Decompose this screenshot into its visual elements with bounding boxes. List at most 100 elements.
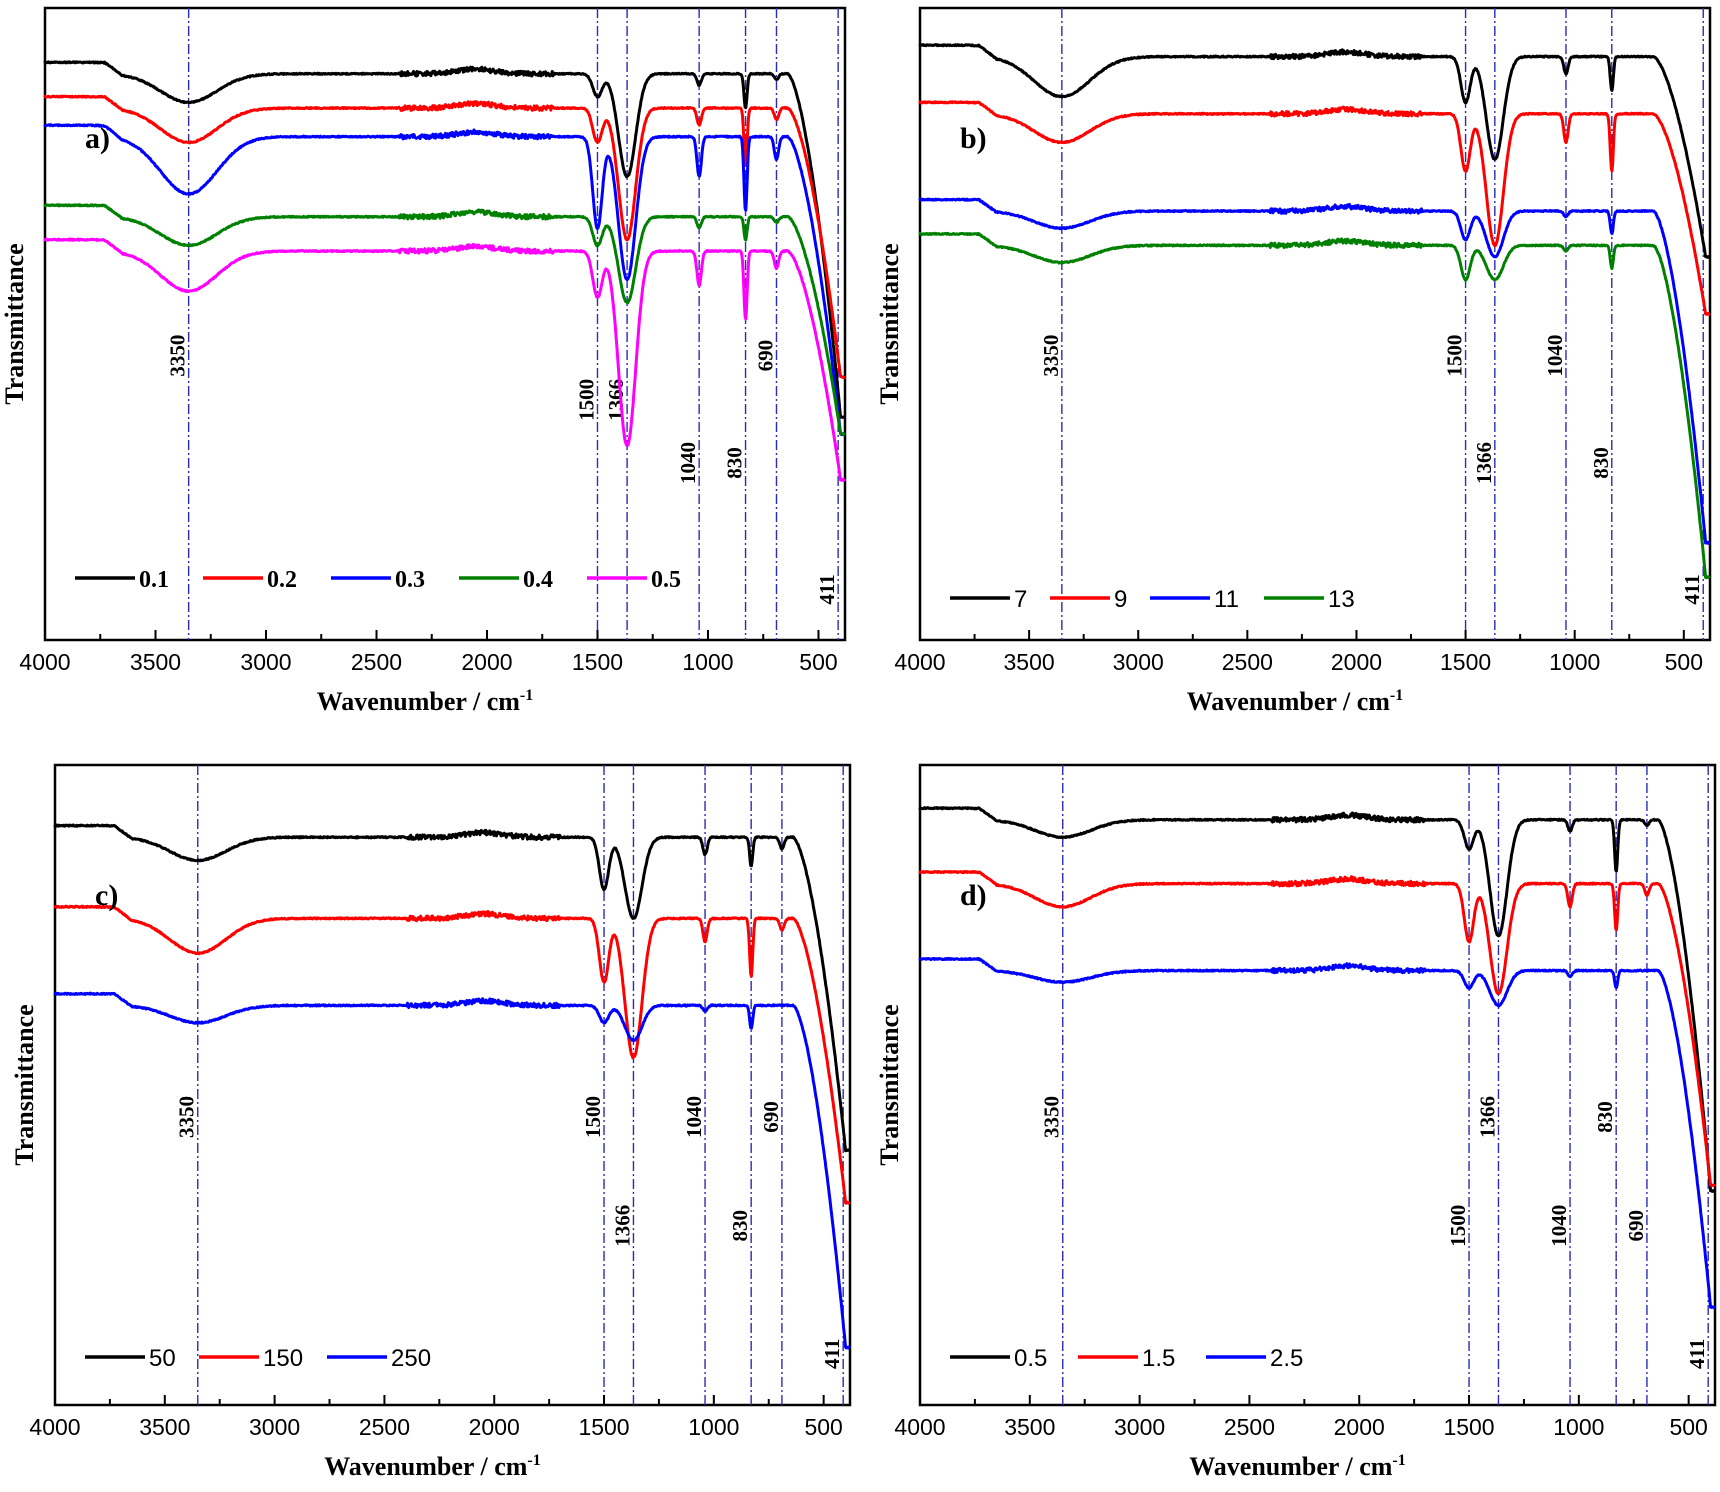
panel-label: a) xyxy=(85,122,110,155)
x-tick-label: 4000 xyxy=(19,649,70,675)
series-line-0.4 xyxy=(43,203,846,436)
x-axis-title-superscript: -1 xyxy=(1390,687,1403,704)
x-tick-label: 2500 xyxy=(359,1414,410,1440)
legend-label-50: 50 xyxy=(149,1345,176,1372)
x-tick-label: 2000 xyxy=(461,649,512,675)
x-tick-label: 4000 xyxy=(894,1414,945,1440)
plot-frame xyxy=(43,6,847,642)
y-axis-title: Transmittance xyxy=(875,1004,904,1165)
reference-label-1040: 1040 xyxy=(1547,1205,1571,1247)
series-line-7 xyxy=(918,43,1711,259)
legend-label-1.5: 1.5 xyxy=(1142,1345,1175,1372)
series-line-0.5 xyxy=(918,806,1716,1193)
chart-panel-2: 3350 1500 1366 1040 830 690 411 4000 3500 3000 250… xyxy=(10,763,852,1481)
reference-label-411: 411 xyxy=(1680,574,1704,604)
x-axis-title-superscript: -1 xyxy=(1392,1452,1405,1469)
reference-label-690: 690 xyxy=(753,340,777,372)
y-axis-title: Transmittance xyxy=(0,243,29,404)
panel-label: c) xyxy=(95,879,118,912)
legend-label-0.5: 0.5 xyxy=(1014,1345,1047,1372)
x-tick-label: 2500 xyxy=(351,649,402,675)
reference-label-830: 830 xyxy=(723,447,747,479)
x-tick-label: 3500 xyxy=(130,649,181,675)
plot-frame xyxy=(53,763,852,1407)
x-tick-label: 3000 xyxy=(240,649,291,675)
x-tick-label: 1000 xyxy=(688,1414,739,1440)
series-line-0.3 xyxy=(43,123,846,437)
reference-label-1500: 1500 xyxy=(1446,1205,1470,1247)
panel-label: b) xyxy=(960,122,987,155)
x-tick-label: 500 xyxy=(804,1414,842,1440)
x-tick-label: 3000 xyxy=(1113,649,1164,675)
legend-label-0.4: 0.4 xyxy=(523,567,553,593)
legend-label-2.5: 2.5 xyxy=(1270,1345,1303,1372)
x-tick-label: 2000 xyxy=(1331,649,1382,675)
legend-label-0.1: 0.1 xyxy=(139,567,169,593)
legend-label-0.3: 0.3 xyxy=(395,567,425,593)
series-line-0.2 xyxy=(43,94,846,379)
reference-label-411: 411 xyxy=(1685,1339,1709,1369)
x-tick-label: 3500 xyxy=(1004,649,1055,675)
legend-label-11: 11 xyxy=(1214,586,1239,613)
reference-label-3350: 3350 xyxy=(1039,335,1063,377)
x-tick-label: 4000 xyxy=(29,1414,80,1440)
reference-label-1500: 1500 xyxy=(1443,335,1467,377)
x-tick-label: 3500 xyxy=(139,1414,190,1440)
legend-label-9: 9 xyxy=(1114,586,1127,613)
panel-label: d) xyxy=(960,879,987,912)
y-axis-title: Transmittance xyxy=(875,243,904,404)
x-tick-label: 4000 xyxy=(894,649,945,675)
legend-label-7: 7 xyxy=(1014,586,1027,613)
legend-label-150: 150 xyxy=(263,1345,303,1372)
x-tick-label: 500 xyxy=(1665,649,1703,675)
reference-label-690: 690 xyxy=(1624,1210,1648,1242)
x-tick-label: 500 xyxy=(1669,1414,1707,1440)
reference-label-1040: 1040 xyxy=(1543,335,1567,377)
x-axis-title-superscript: -1 xyxy=(527,1452,540,1469)
legend-label-250: 250 xyxy=(391,1345,431,1372)
reference-label-1366: 1366 xyxy=(610,1205,634,1247)
reference-label-1366: 1366 xyxy=(1472,442,1496,484)
reference-label-1040: 1040 xyxy=(676,442,700,484)
legend-label-13: 13 xyxy=(1328,586,1355,613)
series-line-2.5 xyxy=(918,956,1716,1309)
reference-label-1500: 1500 xyxy=(574,379,598,421)
reference-label-690: 690 xyxy=(759,1101,783,1133)
reference-label-830: 830 xyxy=(728,1210,752,1242)
reference-label-3350: 3350 xyxy=(166,335,190,377)
plot-frame xyxy=(918,6,1712,642)
reference-label-3350: 3350 xyxy=(175,1096,199,1138)
chart-panel-1: 3350 1500 1366 1040 830 411 4000 3500 3000 2500 20… xyxy=(875,6,1712,716)
x-axis-title: Wavenumber / cm-1 xyxy=(1187,687,1404,716)
x-axis-title-superscript: -1 xyxy=(520,687,533,704)
series-line-250 xyxy=(53,991,851,1350)
series-line-13 xyxy=(918,231,1711,580)
reference-label-1040: 1040 xyxy=(682,1096,706,1138)
x-axis-title: Wavenumber / cm-1 xyxy=(317,687,534,716)
series-line-1.5 xyxy=(918,869,1716,1187)
reference-label-411: 411 xyxy=(820,1339,844,1369)
reference-label-830: 830 xyxy=(1593,1101,1617,1133)
reference-label-1366: 1366 xyxy=(1475,1096,1499,1138)
reference-label-3350: 3350 xyxy=(1040,1096,1064,1138)
reference-label-830: 830 xyxy=(1589,447,1613,479)
y-axis-title: Transmittance xyxy=(10,1004,39,1165)
x-tick-label: 1000 xyxy=(1549,649,1600,675)
x-tick-label: 1000 xyxy=(682,649,733,675)
reference-label-1366: 1366 xyxy=(604,379,628,421)
x-tick-label: 3500 xyxy=(1004,1414,1055,1440)
plot-frame xyxy=(918,763,1717,1407)
x-tick-label: 500 xyxy=(799,649,837,675)
x-tick-label: 2500 xyxy=(1222,649,1273,675)
x-tick-label: 3000 xyxy=(249,1414,300,1440)
x-tick-label: 1500 xyxy=(1440,649,1491,675)
series-line-50 xyxy=(53,823,851,1153)
x-tick-label: 1500 xyxy=(572,649,623,675)
legend-label-0.2: 0.2 xyxy=(267,567,297,593)
reference-label-1500: 1500 xyxy=(581,1096,605,1138)
x-tick-label: 2000 xyxy=(469,1414,520,1440)
x-tick-label: 1500 xyxy=(1443,1414,1494,1440)
series-line-11 xyxy=(918,197,1711,545)
